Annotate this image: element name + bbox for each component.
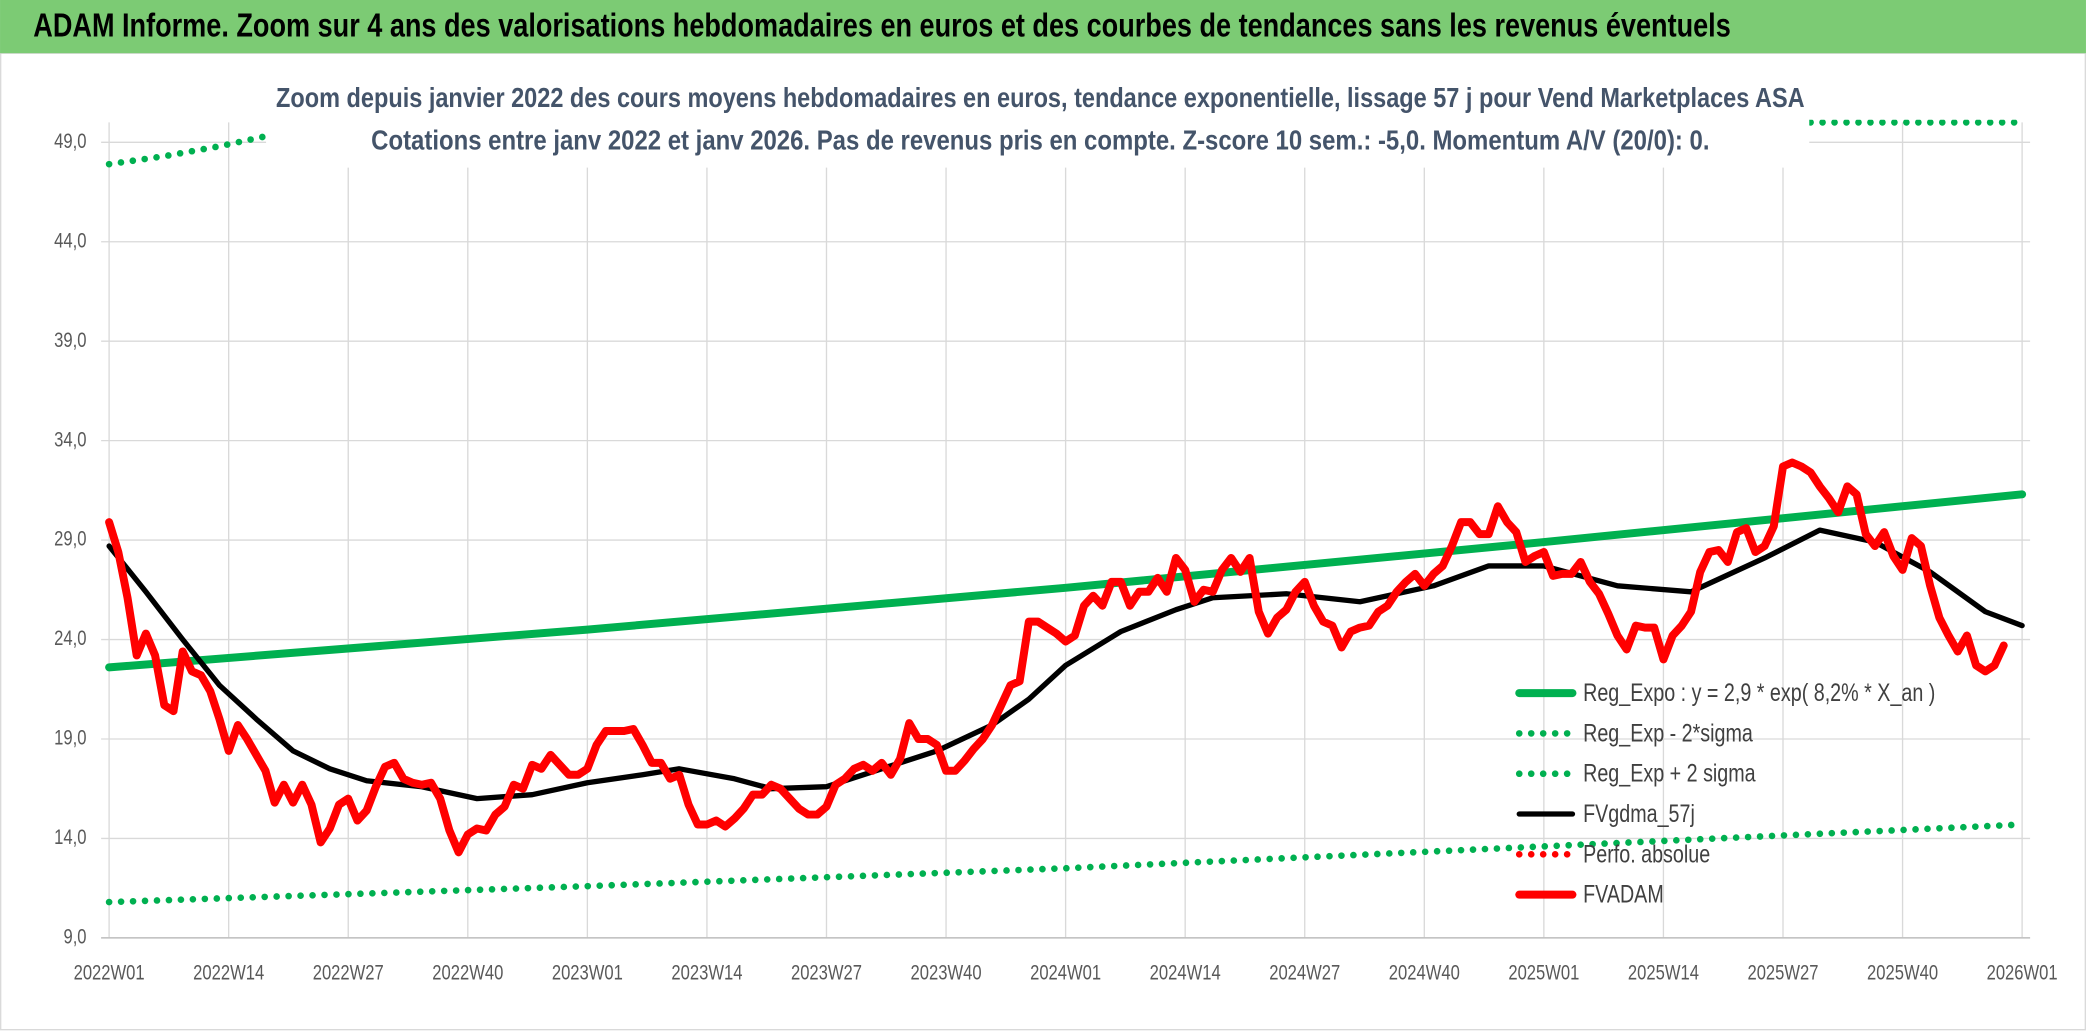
title-banner [0,0,2086,54]
y-tick-label: 49,0 [54,129,86,153]
legend: Reg_Expo : y = 2,9 * exp( 8,2% * X_an ) R… [1515,679,1935,909]
x-tick-label: 2022W40 [432,960,503,984]
legend-label: Reg_Exp + 2 sigma [1583,760,1756,788]
chart-frame [0,52,2086,1031]
y-tick-label: 19,0 [54,726,86,750]
series-line [106,527,2025,802]
x-tick-label: 2025W27 [1747,960,1818,984]
series-line [105,458,2008,857]
x-tick-label: 2024W14 [1150,960,1221,984]
subtitle-box [266,77,1810,168]
series-line [105,490,2027,672]
y-tick-label: 44,0 [54,228,86,252]
series-line [105,119,2026,168]
chart-title: ADAM Informe. Zoom sur 4 ans des valoris… [33,8,1730,45]
series-line [105,821,2026,906]
subtitle: Zoom depuis janvier 2022 des cours moyen… [276,82,1805,113]
legend-label: Perfo. absolue [1583,840,1710,868]
x-tick-label: 2025W01 [1508,960,1579,984]
series-lines [105,119,2027,906]
x-tick-label: 2023W40 [911,960,982,984]
x-tick-label: 2023W14 [671,960,742,984]
x-tick-label: 2024W40 [1389,960,1460,984]
y-tick-label: 34,0 [54,427,86,451]
legend-label: Reg_Exp - 2*sigma [1583,719,1753,747]
x-tick-label: 2023W27 [791,960,862,984]
x-tick-label: 2022W27 [313,960,384,984]
y-tick-label: 24,0 [54,626,86,650]
x-tick-label: 2025W14 [1628,960,1699,984]
x-tick-label: 2022W01 [74,960,145,984]
x-tick-label: 2025W40 [1867,960,1938,984]
legend-label: FVADAM [1583,881,1664,909]
y-tick-label: 14,0 [54,825,86,849]
y-tick-label: 29,0 [54,527,86,551]
subtitle: Cotations entre janv 2022 et janv 2026. … [371,125,1709,156]
x-tick-label: 2026W01 [1987,960,2058,984]
x-tick-label: 2024W27 [1269,960,1340,984]
x-tick-label: 2024W01 [1030,960,1101,984]
y-tick-label: 39,0 [54,328,86,352]
legend-label: FVgdma_57j [1583,800,1695,828]
legend-label: Reg_Expo : y = 2,9 * exp( 8,2% * X_an ) [1583,679,1935,707]
y-tick-label: 9,0 [63,925,86,949]
x-tick-label: 2022W14 [193,960,264,984]
x-tick-label: 2023W01 [552,960,623,984]
